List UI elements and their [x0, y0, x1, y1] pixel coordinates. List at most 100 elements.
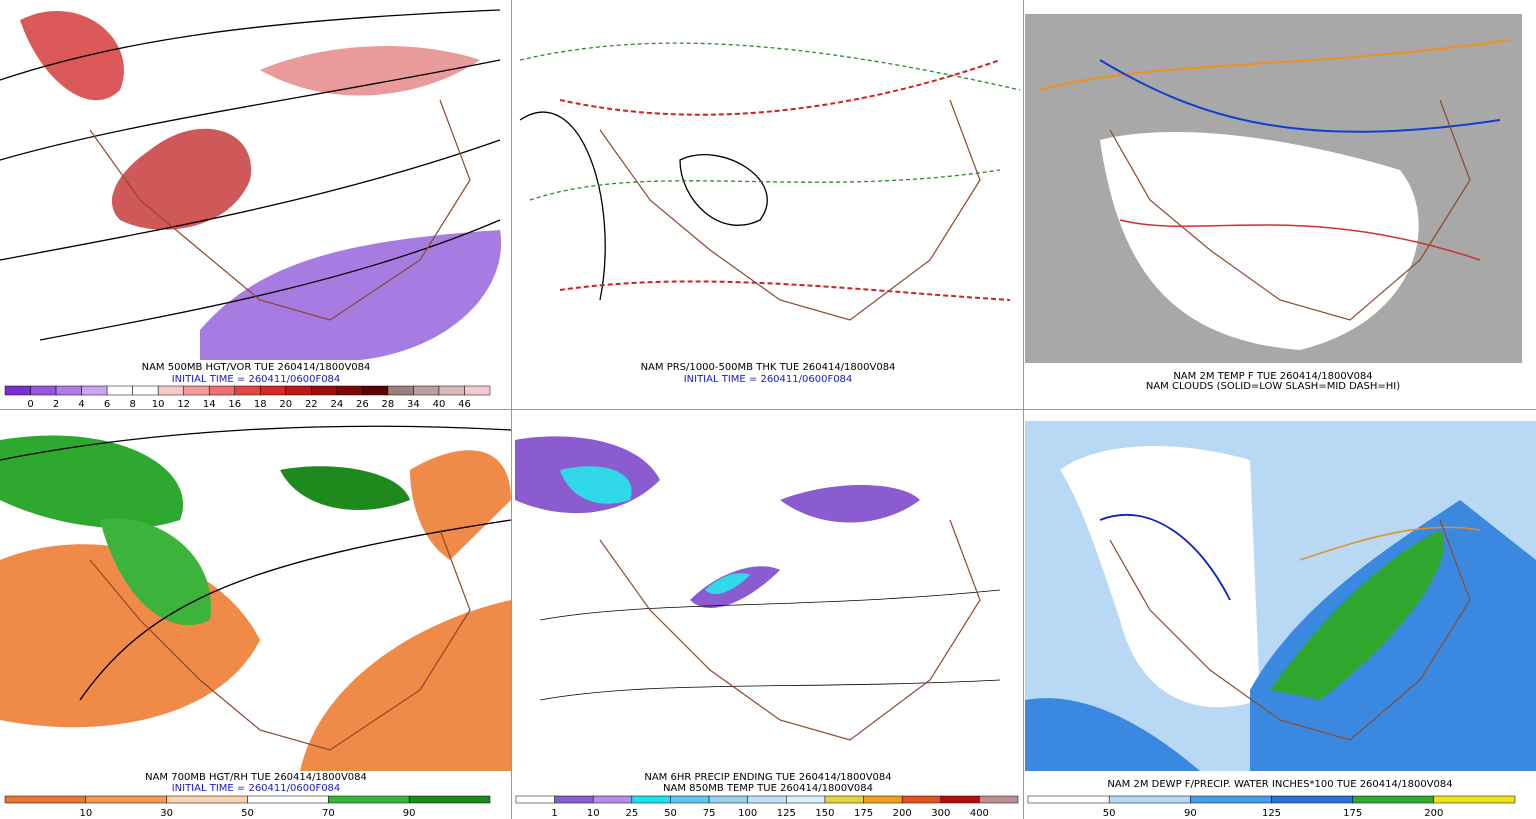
caption: NAM 6HR PRECIP ENDING TUE 260414/1800V08… — [644, 772, 891, 783]
colorbar-swatch — [132, 385, 159, 396]
colorbar-label: 50 — [1103, 808, 1116, 819]
colorbar-swatch — [863, 795, 903, 804]
colorbar-label: 125 — [1262, 808, 1281, 819]
colorbar-label: 400 — [970, 808, 989, 819]
colorbar-swatch — [336, 385, 363, 396]
colorbar-label: 175 — [854, 808, 873, 819]
colorbar-swatch — [157, 385, 184, 396]
colorbar-label: 12 — [177, 399, 190, 410]
colorbar-label: 100 — [738, 808, 757, 819]
map-dewpoint-pwat — [1025, 421, 1536, 771]
colorbar-swatch — [786, 795, 826, 804]
colorbar-swatch — [234, 385, 261, 396]
colorbar-swatch — [747, 795, 787, 804]
colorbar-label: 22 — [305, 399, 318, 410]
colorbar-label: 90 — [1184, 808, 1197, 819]
colorbar-swatch — [901, 795, 942, 804]
colorbar-swatch — [362, 385, 389, 396]
colorbar-label: 8 — [129, 399, 135, 410]
colorbar-swatch — [1190, 795, 1272, 804]
colorbar-label: 300 — [931, 808, 950, 819]
colorbar-label: 150 — [815, 808, 834, 819]
colorbar-label: 50 — [664, 808, 677, 819]
colorbar-swatch — [438, 385, 465, 396]
colorbar-swatch — [1027, 795, 1110, 804]
colorbar-swatch — [387, 385, 414, 396]
colorbar-label: 1 — [551, 808, 557, 819]
map-precip-850mb — [512, 421, 1023, 771]
colorbar-label: 2 — [53, 399, 59, 410]
caption: NAM 500MB HGT/VOR TUE 260414/1800V084 — [142, 362, 371, 373]
colorbar-swatch — [940, 795, 980, 804]
colorbar-swatch — [285, 385, 312, 396]
colorbar-label: 10 — [587, 808, 600, 819]
caption: NAM 2M DEWP F/PRECIP. WATER INCHES*100 T… — [1107, 779, 1452, 790]
colorbar-label: 24 — [330, 399, 343, 410]
colorbar-label: 200 — [1424, 808, 1443, 819]
colorbar-label: 4 — [78, 399, 84, 410]
map-2m-temp — [1025, 14, 1522, 363]
caption: INITIAL TIME = 260411/0600F084 — [172, 783, 341, 794]
caption: NAM PRS/1000-500MB THK TUE 260414/1800V0… — [641, 362, 896, 373]
caption: NAM 850MB TEMP TUE 260414/1800V084 — [663, 783, 873, 794]
colorbar-label: 46 — [458, 399, 471, 410]
colorbar-swatch — [166, 795, 248, 804]
colorbar-swatch — [85, 795, 167, 804]
colorbar-swatch — [260, 385, 287, 396]
colorbar-swatch — [81, 385, 108, 396]
colorbar-swatch — [1352, 795, 1435, 804]
colorbar-label: 28 — [382, 399, 395, 410]
colorbar-label: 6 — [104, 399, 110, 410]
colorbar-label: 10 — [152, 399, 165, 410]
caption: NAM CLOUDS (SOLID=LOW SLASH=MID DASH=HI) — [1146, 381, 1400, 392]
colorbar-swatch — [824, 795, 864, 804]
colorbar-swatch — [311, 385, 338, 396]
colorbar-swatch — [413, 385, 440, 396]
colorbar-swatch — [4, 385, 31, 396]
colorbar-swatch — [515, 795, 555, 804]
colorbar-swatch — [554, 795, 594, 804]
colorbar-swatch — [30, 385, 57, 396]
colorbar-label: 90 — [403, 808, 416, 819]
colorbar-label: 200 — [893, 808, 912, 819]
colorbar-label: 175 — [1343, 808, 1362, 819]
colorbar-label: 50 — [241, 808, 254, 819]
colorbar-swatch — [106, 385, 133, 396]
colorbar-label: 30 — [160, 808, 173, 819]
colorbar-swatch — [631, 795, 671, 804]
colorbar-label: 0 — [27, 399, 33, 410]
colorbar-label: 14 — [203, 399, 216, 410]
caption: INITIAL TIME = 260411/0600F084 — [172, 374, 341, 385]
colorbar-swatch — [408, 795, 491, 804]
colorbar-label: 34 — [407, 399, 420, 410]
colorbar-label: 18 — [254, 399, 267, 410]
colorbar-label: 20 — [279, 399, 292, 410]
colorbar-label: 70 — [322, 808, 335, 819]
colorbar-label: 10 — [79, 808, 92, 819]
colorbar-label: 75 — [703, 808, 716, 819]
map-pressure-thickness — [512, 0, 1023, 360]
caption: NAM 2M TEMP F TUE 260414/1800V084 — [1173, 371, 1372, 382]
colorbar-swatch — [4, 795, 87, 804]
caption: NAM 700MB HGT/RH TUE 260414/1800V084 — [145, 772, 367, 783]
colorbar-swatch — [670, 795, 710, 804]
colorbar-swatch — [247, 795, 329, 804]
colorbar-swatch — [979, 795, 1019, 804]
map-500mb — [0, 0, 511, 360]
colorbar-swatch — [708, 795, 748, 804]
colorbar-swatch — [1433, 795, 1516, 804]
colorbar-label: 26 — [356, 399, 369, 410]
colorbar-swatch — [55, 385, 82, 396]
caption: INITIAL TIME = 260411/0600F084 — [684, 374, 853, 385]
map-700mb-rh — [0, 421, 512, 771]
colorbar-swatch — [328, 795, 410, 804]
colorbar-swatch — [464, 385, 491, 396]
colorbar-swatch — [1271, 795, 1353, 804]
colorbar-label: 16 — [228, 399, 241, 410]
colorbar-swatch — [183, 385, 210, 396]
colorbar-label: 40 — [433, 399, 446, 410]
colorbar-swatch — [208, 385, 235, 396]
colorbar-swatch — [1108, 795, 1191, 804]
